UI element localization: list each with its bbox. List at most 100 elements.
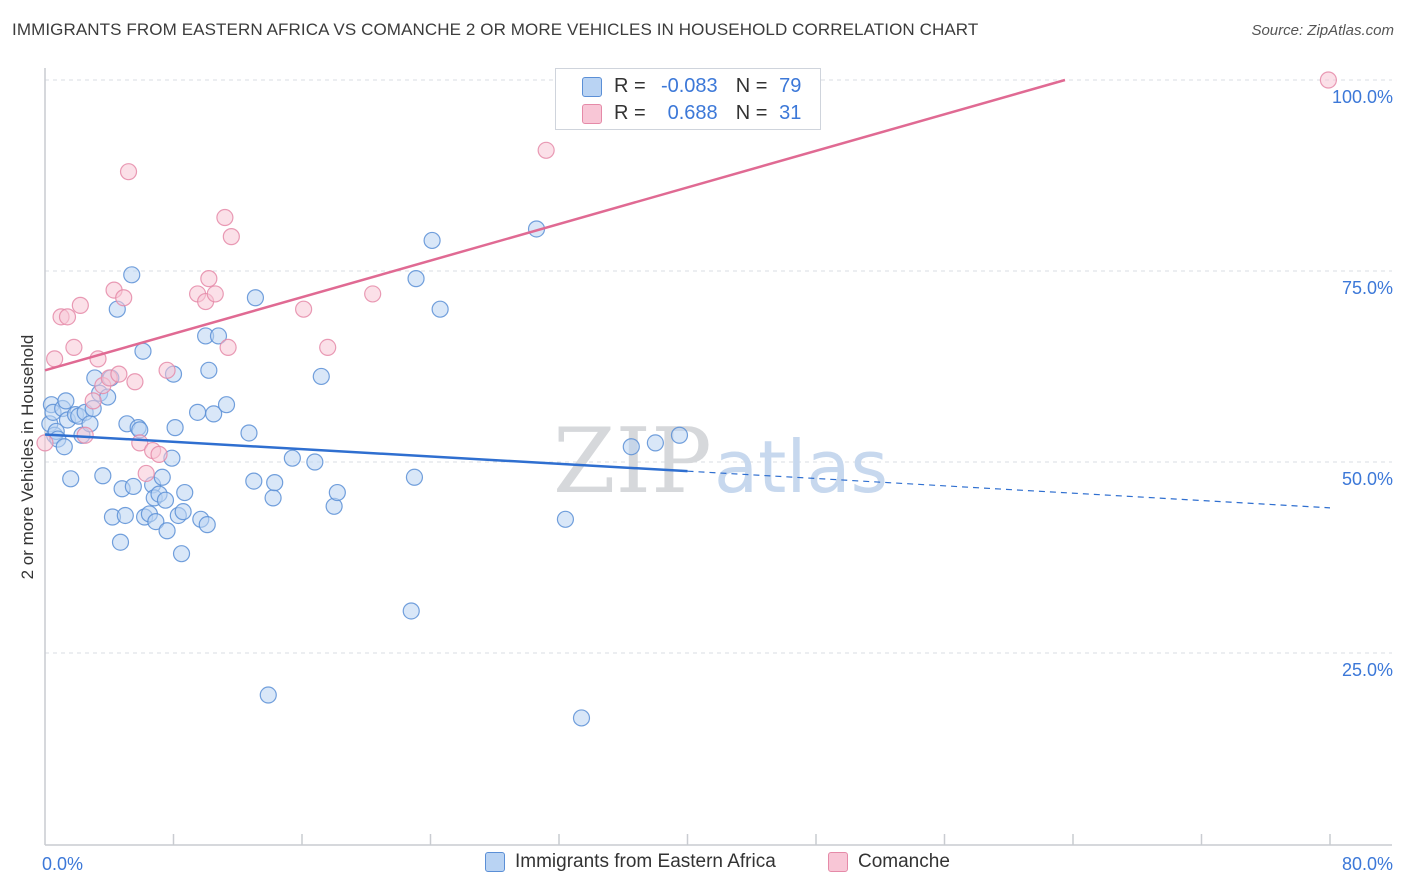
r-value-pink: 0.688 bbox=[667, 102, 718, 124]
data-point-eastern-africa bbox=[670, 426, 689, 444]
x-tick-label: 80.0% bbox=[1342, 854, 1393, 874]
trend-line-comanche bbox=[44, 78, 1066, 372]
data-point-comanche bbox=[364, 285, 382, 303]
stats-legend: R = -0.083 N = 79 R = 0.688 N = 31 bbox=[555, 68, 821, 130]
data-point-eastern-africa bbox=[240, 424, 258, 442]
r-label: R = bbox=[614, 75, 646, 97]
data-point-eastern-africa bbox=[124, 477, 142, 496]
data-point-comanche bbox=[137, 464, 155, 483]
data-point-eastern-africa bbox=[402, 602, 420, 620]
data-point-comanche bbox=[84, 392, 102, 410]
data-point-eastern-africa bbox=[147, 512, 165, 531]
data-point-comanche bbox=[200, 270, 218, 288]
data-point-comanche bbox=[115, 289, 133, 307]
series-legend: Immigrants from Eastern Africa Comanche bbox=[0, 851, 1406, 879]
source-credit: Source: ZipAtlas.com bbox=[1251, 22, 1394, 39]
y-tick-label: 75.0% bbox=[1342, 278, 1393, 298]
data-point-eastern-africa bbox=[172, 545, 191, 563]
data-point-eastern-africa bbox=[123, 266, 141, 284]
data-point-eastern-africa bbox=[246, 289, 265, 307]
y-tick-label: 100.0% bbox=[1332, 87, 1393, 107]
pink-swatch-icon bbox=[582, 103, 602, 124]
data-point-eastern-africa bbox=[405, 468, 424, 486]
chart-title: IMMIGRANTS FROM EASTERN AFRICA VS COMANC… bbox=[12, 20, 979, 39]
data-point-eastern-africa bbox=[312, 367, 330, 386]
data-point-eastern-africa bbox=[62, 470, 80, 488]
stats-row-pink: R = 0.688 N = 31 bbox=[582, 102, 801, 125]
data-point-comanche bbox=[158, 361, 176, 379]
data-point-eastern-africa bbox=[209, 327, 228, 345]
n-value-pink: 31 bbox=[779, 102, 802, 124]
data-point-eastern-africa bbox=[156, 491, 175, 509]
data-point-eastern-africa bbox=[166, 419, 184, 437]
data-point-eastern-africa bbox=[198, 516, 216, 534]
data-point-eastern-africa bbox=[264, 489, 282, 507]
data-point-eastern-africa bbox=[217, 396, 236, 414]
y-tick-label: 25.0% bbox=[1342, 660, 1393, 680]
data-point-eastern-africa bbox=[431, 300, 449, 318]
data-point-comanche bbox=[219, 338, 237, 356]
y-tick-label: 50.0% bbox=[1342, 469, 1393, 489]
data-point-comanche bbox=[150, 445, 168, 463]
data-point-comanche bbox=[71, 296, 89, 314]
y-axis-label: 2 or more Vehicles in Household bbox=[18, 335, 37, 580]
data-point-comanche bbox=[319, 338, 337, 356]
data-point-eastern-africa bbox=[134, 342, 152, 360]
r-label: R = bbox=[614, 102, 646, 124]
data-point-comanche bbox=[206, 285, 224, 303]
legend-label-comanche: Comanche bbox=[858, 851, 950, 872]
data-point-eastern-africa bbox=[55, 438, 73, 456]
n-label: N = bbox=[735, 75, 768, 97]
data-point-eastern-africa bbox=[646, 434, 664, 452]
data-point-eastern-africa bbox=[205, 405, 223, 423]
data-point-eastern-africa bbox=[259, 686, 277, 704]
data-point-comanche bbox=[119, 163, 138, 181]
data-point-comanche bbox=[295, 300, 313, 318]
data-point-comanche bbox=[216, 208, 234, 227]
data-point-eastern-africa bbox=[57, 392, 75, 410]
n-label: N = bbox=[735, 102, 768, 124]
data-point-eastern-africa bbox=[572, 709, 591, 727]
data-point-comanche bbox=[36, 434, 54, 452]
watermark-atlas: atlas bbox=[714, 425, 888, 509]
data-point-eastern-africa bbox=[266, 474, 284, 492]
data-point-eastern-africa bbox=[556, 510, 575, 528]
data-point-comanche bbox=[126, 373, 144, 391]
data-point-eastern-africa bbox=[111, 533, 130, 551]
data-point-comanche bbox=[537, 141, 555, 159]
data-point-eastern-africa bbox=[306, 453, 324, 471]
data-points bbox=[36, 71, 1337, 727]
trend-line-eastern-africa bbox=[44, 433, 688, 473]
data-point-eastern-africa bbox=[188, 403, 207, 421]
tick-labels: 25.0% 50.0% 75.0% 100.0% 0.0% 80.0% bbox=[42, 87, 1393, 874]
data-point-eastern-africa bbox=[153, 468, 171, 486]
data-point-comanche bbox=[65, 338, 83, 356]
data-point-eastern-africa bbox=[116, 506, 134, 525]
trend-line-eastern-africa-extension bbox=[687, 470, 1331, 509]
axes bbox=[44, 68, 1392, 846]
data-point-eastern-africa bbox=[200, 361, 218, 379]
blue-swatch-icon bbox=[485, 852, 505, 872]
data-point-eastern-africa bbox=[423, 231, 441, 250]
data-point-eastern-africa bbox=[176, 483, 194, 502]
grid-lines bbox=[45, 79, 1392, 654]
data-point-eastern-africa bbox=[94, 467, 112, 485]
data-point-eastern-africa bbox=[283, 449, 301, 467]
data-point-comanche bbox=[222, 228, 240, 246]
watermark-zip: ZIP bbox=[553, 409, 712, 514]
data-point-eastern-africa bbox=[174, 503, 192, 521]
blue-swatch-icon bbox=[582, 76, 602, 97]
legend-item-eastern-africa[interactable]: Immigrants from Eastern Africa bbox=[485, 851, 776, 873]
data-point-eastern-africa bbox=[622, 438, 640, 456]
legend-label-eastern-africa: Immigrants from Eastern Africa bbox=[515, 851, 776, 872]
stats-row-blue: R = -0.083 N = 79 bbox=[582, 75, 801, 98]
legend-item-comanche[interactable]: Comanche bbox=[828, 851, 950, 873]
data-point-eastern-africa bbox=[158, 522, 176, 540]
data-point-comanche bbox=[58, 308, 77, 326]
r-value-blue: -0.083 bbox=[660, 75, 718, 97]
data-point-comanche bbox=[46, 350, 64, 368]
watermark: ZIP atlas bbox=[553, 409, 888, 514]
data-point-eastern-africa bbox=[245, 472, 263, 490]
pink-swatch-icon bbox=[828, 852, 848, 872]
